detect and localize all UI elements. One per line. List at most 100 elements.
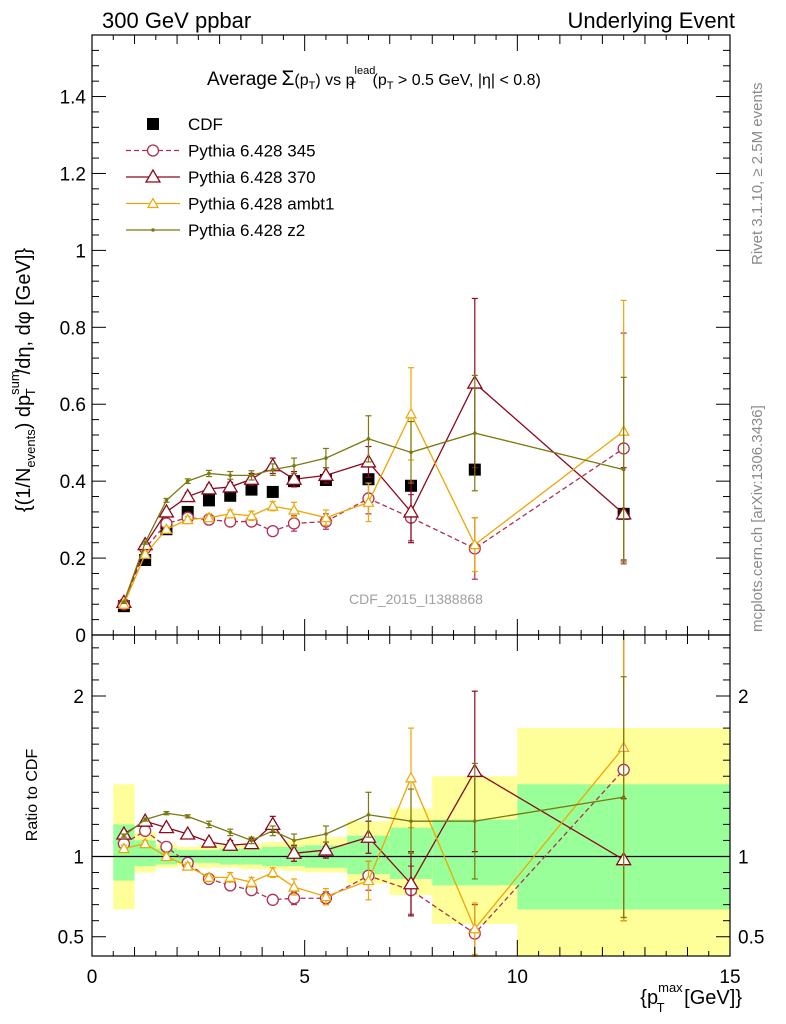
data-point-cdf (245, 483, 258, 496)
data-point-pythia-6-428-370 (222, 836, 239, 851)
data-point-pythia-6-428-345 (287, 517, 301, 530)
data-point-pythia-6-428-z2 (143, 540, 147, 545)
data-point-pythia-6-428-370 (179, 825, 196, 840)
data-point-pythia-6-428-z2 (473, 819, 477, 823)
ratio-y-axis-label: Ratio to CDF (24, 749, 41, 842)
data-point-pythia-6-428-z2 (409, 819, 413, 823)
data-point-pythia-6-428-345 (266, 525, 279, 538)
data-point-pythia-6-428-370 (222, 478, 239, 493)
ratio-data-layer (115, 634, 632, 957)
main-y-tick-label: 1 (75, 241, 86, 262)
data-point-pythia-6-428-z2 (185, 814, 190, 819)
data-point-pythia-6-428-370 (402, 875, 420, 890)
legend-label-pythia-6-428-z2: Pythia 6.428 z2 (188, 221, 305, 240)
data-point-pythia-6-428-z2 (366, 437, 371, 441)
series-line-pythia-6-428-ambt1 (123, 412, 625, 605)
data-point-pythia-6-428-ambt1 (202, 871, 215, 882)
data-point-pythia-6-428-z2 (122, 833, 126, 838)
ratio-x-axis: 0 5 10 15 (87, 635, 741, 988)
main-y-tick-label: 0.4 (60, 472, 87, 493)
data-point-pythia-6-428-z2 (207, 822, 211, 827)
ratio-y-axis: 0.5 0.5 1 1 2 2 (58, 647, 764, 949)
data-point-pythia-6-428-ambt1 (160, 522, 173, 534)
data-point-pythia-6-428-370 (158, 819, 175, 834)
x-axis-label: {pmax T [GeV]} (640, 980, 742, 1015)
data-point-pythia-6-428-ambt1 (404, 771, 418, 783)
analysis-watermark: CDF_2015_I1388868 (349, 591, 483, 607)
main-x-ticks (91, 35, 731, 635)
data-point-pythia-6-428-345 (266, 893, 279, 906)
data-point-pythia-6-428-z2 (292, 463, 296, 468)
data-point-pythia-6-428-ambt1 (288, 503, 301, 515)
data-point-pythia-6-428-370 (179, 488, 196, 503)
data-point-cdf (202, 494, 215, 507)
ratio-y-tick-label: 0.5 (58, 928, 84, 949)
data-point-pythia-6-428-370 (285, 844, 303, 859)
chart-title: Average Σ(pT) vs plead T (pT > 0.5 GeV, |η… (207, 65, 541, 92)
rivet-label: Rivet 3.1.10, ≥ 2.5M events (749, 83, 766, 266)
data-point-pythia-6-428-ambt1 (139, 837, 152, 849)
data-point-pythia-6-428-z2 (164, 498, 169, 503)
data-point-pythia-6-428-z2 (324, 456, 328, 460)
main-y-tick-label: 1.2 (60, 164, 86, 185)
data-point-pythia-6-428-ambt1 (319, 511, 332, 523)
data-point-pythia-6-428-370 (200, 480, 218, 495)
data-point-pythia-6-428-370 (317, 841, 335, 856)
data-point-pythia-6-428-ambt1 (362, 496, 375, 507)
data-point-pythia-6-428-z2 (185, 479, 190, 483)
series-line-pythia-6-428-345 (123, 447, 625, 605)
ratio-y-tick-label-right: 1 (738, 847, 749, 868)
main-y-tick-label: 0.8 (60, 318, 86, 339)
legend-label-pythia-6-428-370: Pythia 6.428 370 (188, 168, 316, 187)
data-point-pythia-6-428-ambt1 (139, 547, 152, 559)
data-point-pythia-6-428-z2 (292, 838, 296, 843)
ratio-y-tick-label: 1 (73, 847, 84, 868)
data-point-pythia-6-428-z2 (270, 467, 275, 472)
ratio-y-tick-label-right: 2 (738, 687, 749, 708)
data-point-pythia-6-428-370 (317, 467, 335, 482)
data-point-pythia-6-428-z2 (409, 450, 413, 455)
data-point-pythia-6-428-z2 (473, 431, 477, 435)
data-point-pythia-6-428-ambt1 (202, 511, 215, 523)
ratio-y-tick-label-right: 0.5 (738, 928, 764, 949)
ratio-y-tick-label: 2 (73, 687, 84, 708)
data-point-pythia-6-428-ambt1 (288, 880, 301, 892)
main-y-tick-label: 0.2 (60, 549, 86, 570)
series-line-pythia-6-428-z2 (123, 796, 624, 842)
data-point-pythia-6-428-ambt1 (181, 859, 194, 871)
data-point-pythia-6-428-z2 (249, 838, 254, 843)
data-point-pythia-6-428-370 (158, 503, 175, 518)
legend-marker-cdf (147, 118, 159, 130)
series-line-pythia-6-428-345 (123, 769, 625, 935)
data-point-pythia-6-428-ambt1 (224, 507, 237, 519)
legend-label-cdf: CDF (188, 115, 223, 134)
data-point-pythia-6-428-z2 (228, 473, 233, 478)
data-point-pythia-6-428-z2 (270, 829, 275, 833)
data-point-cdf (362, 473, 375, 486)
data-point-pythia-6-428-370 (402, 503, 420, 518)
data-point-pythia-6-428-ambt1 (181, 513, 194, 525)
data-point-pythia-6-428-370 (200, 833, 218, 848)
data-point-pythia-6-428-ambt1 (245, 509, 258, 521)
x-tick-label: 10 (507, 967, 528, 988)
data-point-pythia-6-428-z2 (366, 812, 371, 817)
legend-marker-pythia-6-428-z2 (151, 228, 155, 232)
legend-label-pythia-6-428-ambt1: Pythia 6.428 ambt1 (188, 195, 334, 214)
data-point-pythia-6-428-ambt1 (468, 538, 481, 550)
data-point-pythia-6-428-z2 (122, 600, 126, 605)
data-point-cdf (266, 485, 279, 498)
main-y-tick-label: 0.6 (60, 395, 86, 416)
data-point-pythia-6-428-z2 (324, 832, 328, 836)
legend-label-pythia-6-428-345: Pythia 6.428 345 (188, 142, 316, 161)
data-point-pythia-6-428-ambt1 (224, 871, 237, 882)
mcplots-label: mcplots.cern.ch [arXiv:1306.3436] (749, 405, 766, 632)
x-tick-label: 0 (87, 967, 98, 988)
series-line-pythia-6-428-z2 (123, 432, 624, 603)
main-y-tick-label: 1.4 (60, 88, 87, 109)
data-point-pythia-6-428-ambt1 (319, 890, 332, 902)
data-point-pythia-6-428-ambt1 (362, 874, 375, 886)
header-left: 300 GeV ppbar (102, 8, 251, 33)
data-point-pythia-6-428-z2 (228, 830, 233, 835)
data-point-pythia-6-428-z2 (143, 817, 147, 822)
